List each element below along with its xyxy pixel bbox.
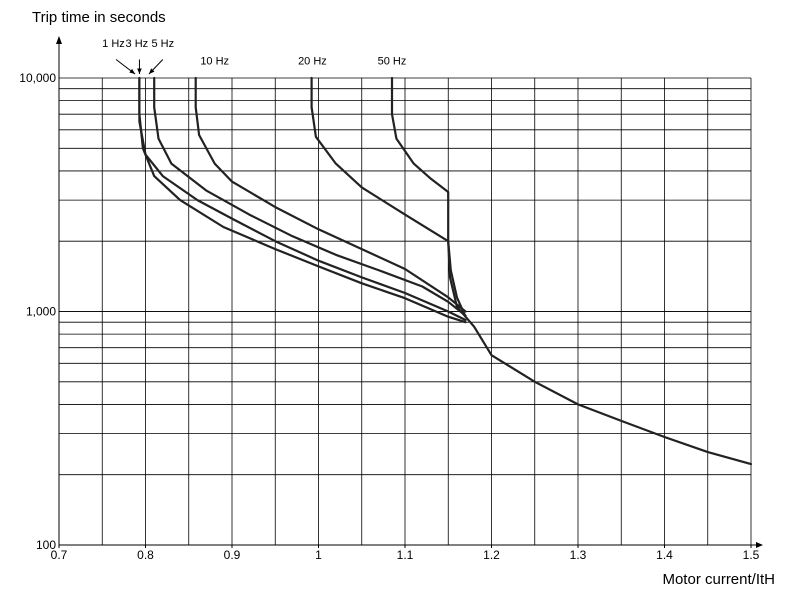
- y-tick-label: 1,000: [26, 305, 56, 319]
- tick-labels: 0.7 0.8 0.9 1 1.1 1.2 1.3 1.4 1.5 100 1,000 10,000: [19, 71, 759, 562]
- annotation-label: 20 Hz: [298, 56, 327, 68]
- curve-5-hz: [153, 76, 467, 317]
- axes: [56, 36, 763, 548]
- x-tick-label: 1.5: [743, 548, 760, 562]
- curve-10-hz: [194, 76, 467, 313]
- x-axis-label: Motor current/ItH: [662, 571, 775, 588]
- x-axis-arrow: [756, 542, 763, 548]
- y-tick-label: 10,000: [19, 71, 56, 85]
- curves: [138, 76, 753, 466]
- curve-50-hz: [390, 76, 753, 466]
- pointer-arrow-head: [129, 68, 136, 75]
- y-tick-label: 100: [36, 538, 56, 552]
- annotation-label: 3 Hz: [126, 38, 149, 50]
- annotation-label: 1 Hz: [102, 38, 125, 50]
- curve-20-hz: [310, 76, 467, 318]
- annotation-label: 10 Hz: [200, 56, 229, 68]
- x-tick-label: 0.8: [137, 548, 154, 562]
- x-tick-label: 1.1: [397, 548, 414, 562]
- annotation-label: 5 Hz: [151, 38, 174, 50]
- y-axis-label: Trip time in seconds: [32, 9, 166, 26]
- y-axis-arrow: [56, 36, 62, 44]
- x-tick-label: 1.3: [570, 548, 587, 562]
- x-tick-label: 1.4: [656, 548, 673, 562]
- x-tick-label: 1: [315, 548, 322, 562]
- curve-3-hz: [138, 76, 467, 322]
- pointer-arrow-head: [148, 68, 155, 75]
- x-tick-label: 0.9: [224, 548, 241, 562]
- annotation-label: 50 Hz: [378, 56, 407, 68]
- x-tick-label: 0.7: [51, 548, 68, 562]
- pointer-arrow-head: [137, 68, 142, 75]
- x-tick-label: 1.2: [483, 548, 500, 562]
- annotations: 1 Hz 3 Hz 5 Hz 10 Hz 20 Hz 50 Hz: [102, 38, 407, 75]
